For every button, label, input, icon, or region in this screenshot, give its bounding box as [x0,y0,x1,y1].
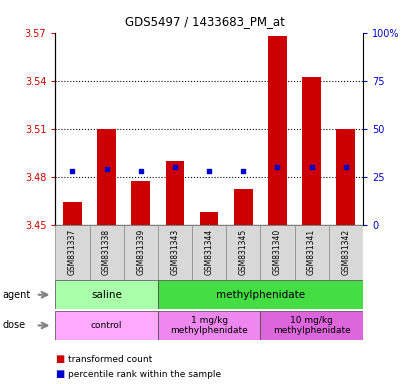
Bar [97,129,116,225]
Point [239,168,246,174]
Text: saline: saline [91,290,122,300]
Bar [301,78,320,225]
Bar [124,225,157,280]
Point [137,168,144,174]
Text: percentile rank within the sample: percentile rank within the sample [68,370,221,379]
Text: GSM831345: GSM831345 [238,229,247,275]
Text: GSM831344: GSM831344 [204,229,213,275]
Bar [55,311,157,340]
Point [103,166,110,172]
Bar [260,225,294,280]
Bar [55,280,157,309]
Text: GSM831341: GSM831341 [306,229,315,275]
Text: 10 mg/kg
methylphenidate: 10 mg/kg methylphenidate [272,316,350,335]
Text: GSM831342: GSM831342 [340,229,349,275]
Text: ■: ■ [55,369,65,379]
Bar [233,189,252,225]
Point [274,164,280,170]
Text: GSM831343: GSM831343 [170,229,179,275]
Point [205,168,212,174]
Bar [157,225,191,280]
Text: GSM831338: GSM831338 [102,229,111,275]
Point [69,168,76,174]
Bar [157,280,362,309]
Bar [165,161,184,225]
Bar [131,181,150,225]
Point [308,164,314,170]
Bar [157,311,260,340]
Bar [294,225,328,280]
Bar [335,129,354,225]
Bar [63,202,82,225]
Bar [267,36,286,225]
Text: GSM831337: GSM831337 [68,229,77,275]
Text: dose: dose [2,320,25,331]
Point [171,164,178,170]
Bar [199,212,218,225]
Bar [226,225,260,280]
Text: ■: ■ [55,354,65,364]
Point [342,164,348,170]
Text: agent: agent [2,290,30,300]
Bar [191,225,226,280]
Text: GDS5497 / 1433683_PM_at: GDS5497 / 1433683_PM_at [125,15,284,28]
Text: methylphenidate: methylphenidate [215,290,304,300]
Text: 1 mg/kg
methylphenidate: 1 mg/kg methylphenidate [170,316,247,335]
Bar [260,311,362,340]
Text: transformed count: transformed count [68,354,152,364]
Bar [328,225,362,280]
Text: control: control [91,321,122,330]
Bar [55,225,89,280]
Bar [89,225,124,280]
Text: GSM831340: GSM831340 [272,229,281,275]
Text: GSM831339: GSM831339 [136,229,145,275]
